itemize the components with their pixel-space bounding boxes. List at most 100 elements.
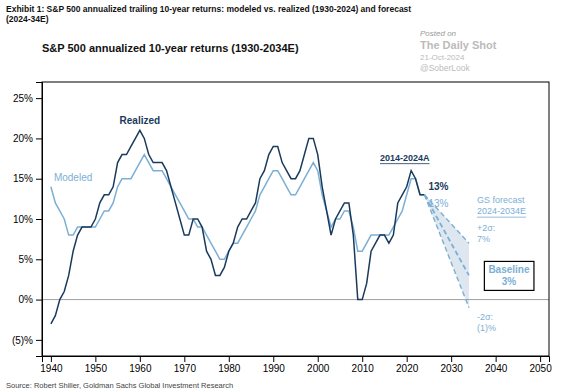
tick: 1950 bbox=[85, 356, 108, 374]
tick-mark bbox=[36, 300, 42, 301]
source: Source: Robert Shiller, Goldman Sachs Gl… bbox=[6, 381, 233, 390]
text-line: Realized bbox=[120, 115, 161, 126]
tick-label: 1950 bbox=[85, 363, 108, 374]
tick-label: 5% bbox=[19, 254, 34, 265]
tick-label: 2040 bbox=[485, 363, 508, 374]
tick-label: 2010 bbox=[352, 363, 375, 374]
annotations: Modeled 13% Realized 13% 2014-2024A GS foreca… bbox=[54, 115, 534, 332]
tick-mark bbox=[451, 356, 452, 362]
period-label: 2014-2024A bbox=[380, 153, 430, 163]
forecast-band bbox=[424, 195, 468, 308]
tick: 25% bbox=[13, 93, 42, 104]
tick-label: (5)% bbox=[12, 335, 33, 346]
tick: 2000 bbox=[307, 356, 330, 374]
tick-label: 1960 bbox=[129, 363, 152, 374]
series-label: Realized bbox=[120, 115, 161, 126]
tick-label: 2050 bbox=[529, 363, 552, 374]
tick: 2010 bbox=[352, 356, 375, 374]
end-label: 13% bbox=[428, 181, 448, 192]
forecast-line bbox=[424, 195, 468, 308]
text-line: The Daily Shot bbox=[420, 39, 497, 51]
tick: 15% bbox=[13, 173, 42, 184]
plot-area bbox=[42, 130, 549, 323]
tick-label: 2020 bbox=[396, 363, 419, 374]
text-line: Exhibit 1: S&P 500 annualized trailing 1… bbox=[6, 4, 411, 14]
text-line: +2σ: bbox=[477, 223, 495, 233]
plot-frame bbox=[42, 82, 549, 356]
watermark: @SoberLook bbox=[420, 63, 470, 73]
forecast-label: GS forecast2024-2034E bbox=[477, 195, 526, 216]
watermark: The Daily Shot bbox=[420, 39, 497, 51]
tick-mark bbox=[407, 356, 408, 362]
tick-mark bbox=[36, 179, 42, 180]
text-line: -2σ: bbox=[477, 312, 493, 322]
text-line: Baseline bbox=[488, 264, 530, 275]
baseline-box: Baseline3% bbox=[484, 261, 534, 290]
tick: 2040 bbox=[485, 356, 508, 374]
text-line: S&P 500 annualized 10-year returns (1930… bbox=[42, 42, 299, 54]
text-line: Source: Robert Shiller, Goldman Sachs Gl… bbox=[6, 381, 233, 390]
tick-label: 1940 bbox=[40, 363, 63, 374]
tick-mark bbox=[95, 356, 96, 362]
text-line: 21-Oct-2024 bbox=[420, 53, 465, 62]
tick: 2030 bbox=[441, 356, 464, 374]
text-line: 7% bbox=[477, 234, 490, 244]
series-line bbox=[51, 130, 425, 323]
tick-mark bbox=[184, 356, 185, 362]
tick-mark bbox=[36, 340, 42, 341]
tick-label: 2030 bbox=[441, 363, 464, 374]
tick-mark bbox=[273, 356, 274, 362]
underline bbox=[380, 163, 430, 164]
text-line: 2014-2024A bbox=[380, 153, 430, 163]
tick-mark bbox=[318, 356, 319, 362]
tick-mark bbox=[36, 98, 42, 99]
text-line: Posted on bbox=[420, 29, 457, 38]
tick: 2050 bbox=[529, 356, 552, 374]
tick-mark bbox=[140, 356, 141, 362]
caption: Exhibit 1: S&P 500 annualized trailing 1… bbox=[6, 4, 411, 24]
tick-mark bbox=[229, 356, 230, 362]
tick-label: 25% bbox=[13, 93, 33, 104]
text-line: 2024-2034E bbox=[477, 206, 526, 216]
tick-label: 1980 bbox=[218, 363, 241, 374]
lower-label: -2σ:(1)% bbox=[477, 312, 496, 333]
text-line: 13% bbox=[428, 198, 448, 209]
text-line: @SoberLook bbox=[420, 63, 470, 73]
watermark: Posted on bbox=[420, 29, 457, 38]
series-line bbox=[51, 155, 425, 260]
tick: 1960 bbox=[129, 356, 152, 374]
tick: (5)% bbox=[12, 335, 42, 346]
chart: Exhibit 1: S&P 500 annualized trailing 1… bbox=[0, 0, 564, 392]
tick-mark bbox=[496, 356, 497, 362]
tick: 10% bbox=[13, 214, 42, 225]
y-axis: (5)% 0% 5% 10% 15% 20% 25% bbox=[12, 83, 43, 357]
tick: 0% bbox=[19, 294, 42, 305]
tick: 1990 bbox=[263, 356, 286, 374]
tick: 20% bbox=[13, 133, 42, 144]
tick-label: 20% bbox=[13, 133, 33, 144]
text-line: (1)% bbox=[477, 323, 496, 333]
x-axis: 1940 1950 1960 1970 1980 1990 2000 2010 2020 2030… bbox=[40, 356, 552, 374]
label-box bbox=[484, 261, 534, 290]
tick: 5% bbox=[19, 254, 42, 265]
tick-label: 15% bbox=[13, 173, 33, 184]
title: S&P 500 annualized 10-year returns (1930… bbox=[42, 42, 299, 54]
tick-mark bbox=[36, 219, 42, 220]
text-line: Modeled bbox=[54, 172, 92, 183]
end-label: 13% bbox=[428, 198, 448, 209]
axis-line bbox=[43, 357, 550, 363]
tick-mark bbox=[36, 138, 42, 139]
tick-label: 1990 bbox=[263, 363, 286, 374]
series-label: Modeled bbox=[54, 172, 92, 183]
text-line: GS forecast bbox=[477, 195, 525, 205]
tick-mark bbox=[51, 356, 52, 362]
tick-label: 1970 bbox=[174, 363, 197, 374]
text-line: 3% bbox=[502, 276, 517, 287]
forecast-line bbox=[424, 195, 468, 243]
tick: 1940 bbox=[40, 356, 63, 374]
tick-mark bbox=[540, 356, 541, 362]
upper-label: +2σ:7% bbox=[477, 223, 495, 244]
tick: 1970 bbox=[174, 356, 197, 374]
text-line: (2024-34E) bbox=[6, 14, 49, 24]
watermark: 21-Oct-2024 bbox=[420, 53, 465, 62]
